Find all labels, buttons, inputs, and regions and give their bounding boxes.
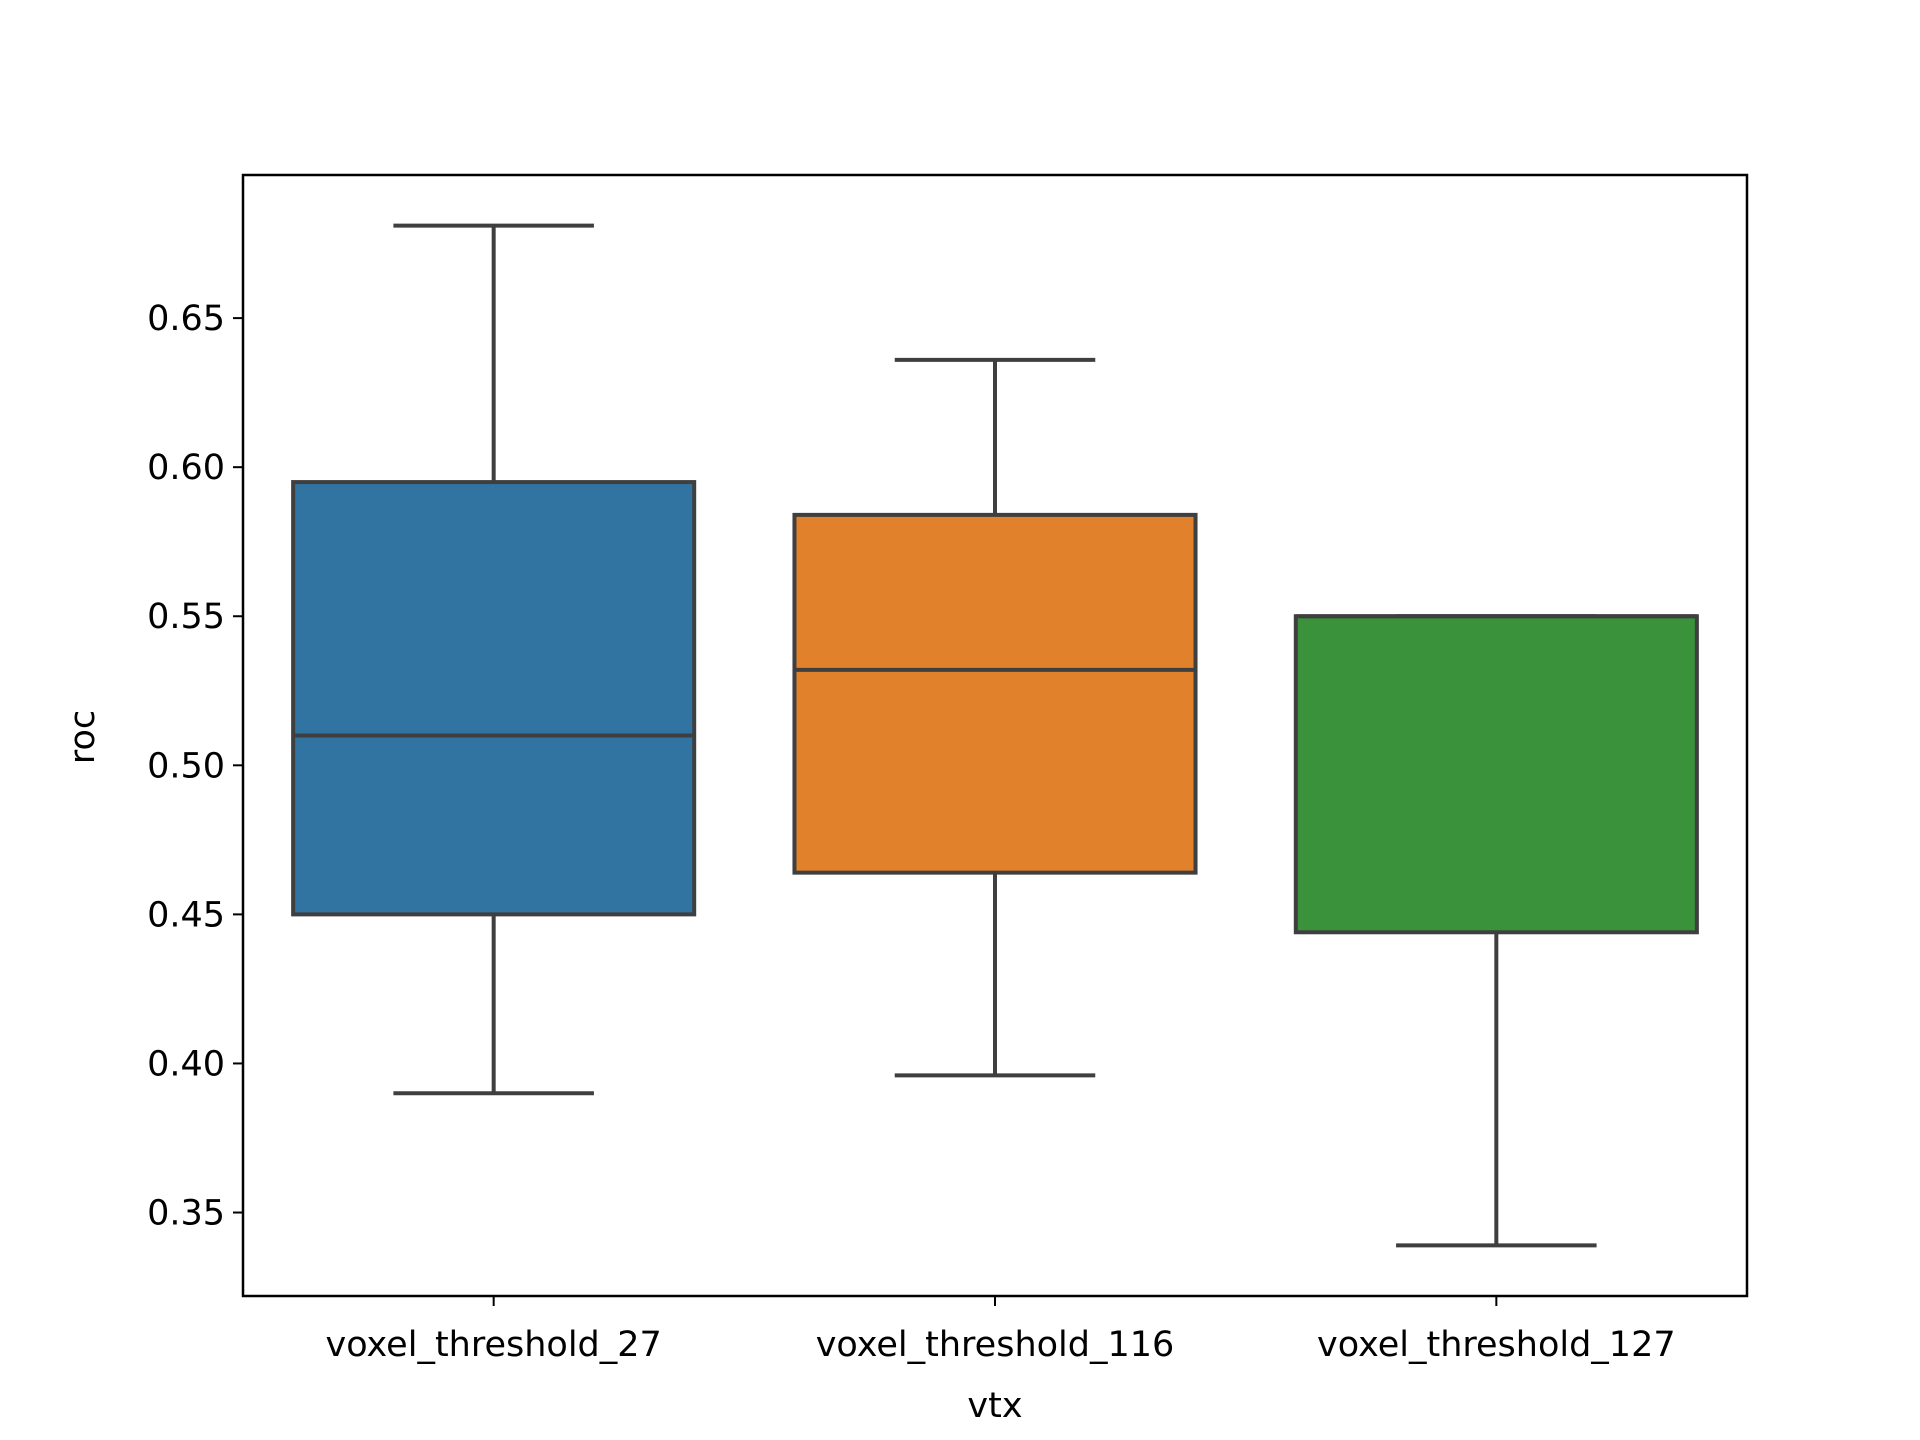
x-axis: voxel_threshold_27 voxel_threshold_116 vox… xyxy=(326,1296,1676,1365)
box-body xyxy=(1293,614,1699,935)
box-voxel_threshold_127 xyxy=(1293,614,1699,1248)
x-tick-label: voxel_threshold_27 xyxy=(326,1325,662,1365)
x-axis-label: vtx xyxy=(967,1386,1022,1426)
x-tick-label: voxel_threshold_116 xyxy=(816,1325,1175,1365)
box-body xyxy=(792,512,1198,875)
y-tick-label: 0.45 xyxy=(147,895,225,935)
y-axis: 0.35 0.40 0.45 0.50 0.55 0.60 0.65 xyxy=(147,299,243,1234)
box-voxel_threshold_116 xyxy=(792,357,1198,1078)
y-tick-label: 0.60 xyxy=(147,448,225,488)
y-tick-label: 0.50 xyxy=(147,746,225,786)
plot-frame xyxy=(241,173,1749,1298)
y-tick-label: 0.40 xyxy=(147,1044,225,1084)
boxes xyxy=(291,223,1699,1248)
y-tick-label: 0.55 xyxy=(147,597,225,637)
box-body xyxy=(291,480,697,917)
x-tick-label: voxel_threshold_127 xyxy=(1317,1325,1676,1365)
y-axis-label: roc xyxy=(63,710,103,764)
y-tick-label: 0.35 xyxy=(147,1194,225,1234)
y-tick-label: 0.65 xyxy=(147,299,225,339)
box-voxel_threshold_27 xyxy=(291,223,697,1096)
